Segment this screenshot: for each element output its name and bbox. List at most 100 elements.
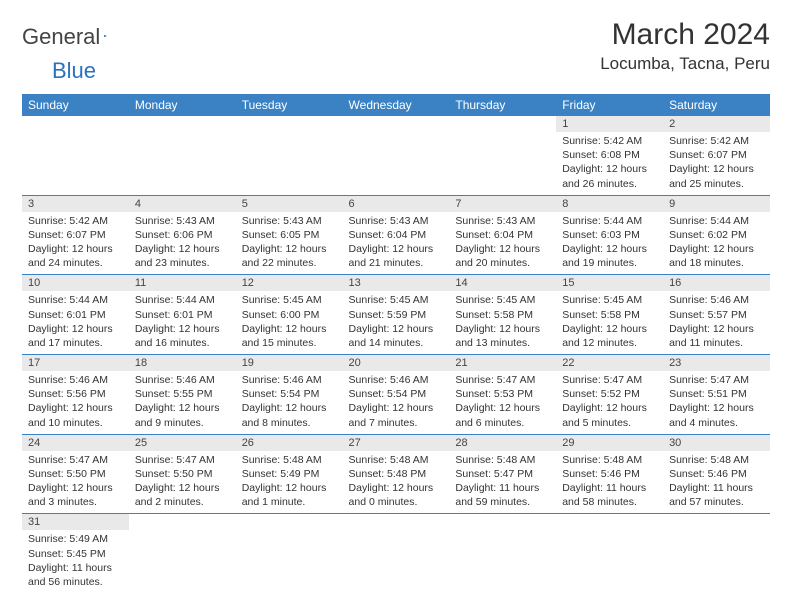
sunset-text: Sunset: 5:58 PM [455,308,550,322]
sunrise-text: Sunrise: 5:47 AM [455,373,550,387]
sunrise-text: Sunrise: 5:46 AM [242,373,337,387]
daylight-text-1: Daylight: 11 hours [562,481,657,495]
calendar-day-cell: 14Sunrise: 5:45 AMSunset: 5:58 PMDayligh… [449,275,556,355]
calendar-day-cell [449,514,556,593]
sunset-text: Sunset: 5:57 PM [669,308,764,322]
sunrise-text: Sunrise: 5:44 AM [669,214,764,228]
sunset-text: Sunset: 5:51 PM [669,387,764,401]
daylight-text-2: and 8 minutes. [242,416,337,430]
calendar-day-cell: 9Sunrise: 5:44 AMSunset: 6:02 PMDaylight… [663,195,770,275]
daylight-text-1: Daylight: 12 hours [669,322,764,336]
day-details: Sunrise: 5:45 AMSunset: 5:58 PMDaylight:… [449,291,556,354]
daylight-text-1: Daylight: 12 hours [562,401,657,415]
daylight-text-1: Daylight: 12 hours [349,481,444,495]
day-number: 11 [129,275,236,291]
day-number: 19 [236,355,343,371]
sunrise-text: Sunrise: 5:43 AM [455,214,550,228]
daylight-text-1: Daylight: 11 hours [455,481,550,495]
daylight-text-1: Daylight: 12 hours [669,162,764,176]
day-details: Sunrise: 5:49 AMSunset: 5:45 PMDaylight:… [22,530,129,593]
flag-icon [104,28,108,44]
daylight-text-2: and 4 minutes. [669,416,764,430]
sunrise-text: Sunrise: 5:48 AM [455,453,550,467]
sunrise-text: Sunrise: 5:46 AM [349,373,444,387]
day-details: Sunrise: 5:44 AMSunset: 6:01 PMDaylight:… [129,291,236,354]
sunset-text: Sunset: 6:07 PM [28,228,123,242]
calendar-day-cell: 29Sunrise: 5:48 AMSunset: 5:46 PMDayligh… [556,434,663,514]
day-details: Sunrise: 5:44 AMSunset: 6:01 PMDaylight:… [22,291,129,354]
sunset-text: Sunset: 6:07 PM [669,148,764,162]
daylight-text-2: and 3 minutes. [28,495,123,509]
sunrise-text: Sunrise: 5:48 AM [562,453,657,467]
calendar-week-row: 31Sunrise: 5:49 AMSunset: 5:45 PMDayligh… [22,514,770,593]
sunset-text: Sunset: 6:03 PM [562,228,657,242]
day-details: Sunrise: 5:43 AMSunset: 6:06 PMDaylight:… [129,212,236,275]
sunrise-text: Sunrise: 5:47 AM [669,373,764,387]
day-number: 22 [556,355,663,371]
daylight-text-1: Daylight: 12 hours [562,322,657,336]
daylight-text-1: Daylight: 12 hours [669,242,764,256]
daylight-text-2: and 10 minutes. [28,416,123,430]
daylight-text-2: and 13 minutes. [455,336,550,350]
daylight-text-1: Daylight: 12 hours [28,322,123,336]
daylight-text-2: and 14 minutes. [349,336,444,350]
day-number: 10 [22,275,129,291]
location: Locumba, Tacna, Peru [600,54,770,74]
day-number: 29 [556,435,663,451]
weekday-header-row: Sunday Monday Tuesday Wednesday Thursday… [22,94,770,116]
sunrise-text: Sunrise: 5:42 AM [562,134,657,148]
daylight-text-1: Daylight: 12 hours [349,242,444,256]
daylight-text-1: Daylight: 12 hours [135,242,230,256]
calendar-day-cell: 15Sunrise: 5:45 AMSunset: 5:58 PMDayligh… [556,275,663,355]
daylight-text-1: Daylight: 12 hours [349,322,444,336]
sunset-text: Sunset: 5:59 PM [349,308,444,322]
sunrise-text: Sunrise: 5:47 AM [135,453,230,467]
weekday-header: Friday [556,94,663,116]
calendar-week-row: 1Sunrise: 5:42 AMSunset: 6:08 PMDaylight… [22,116,770,195]
calendar-day-cell: 27Sunrise: 5:48 AMSunset: 5:48 PMDayligh… [343,434,450,514]
daylight-text-2: and 59 minutes. [455,495,550,509]
sunset-text: Sunset: 6:02 PM [669,228,764,242]
day-details: Sunrise: 5:46 AMSunset: 5:54 PMDaylight:… [236,371,343,434]
calendar-day-cell: 20Sunrise: 5:46 AMSunset: 5:54 PMDayligh… [343,355,450,435]
sunset-text: Sunset: 5:55 PM [135,387,230,401]
sunset-text: Sunset: 5:54 PM [349,387,444,401]
day-number: 7 [449,196,556,212]
day-number: 18 [129,355,236,371]
day-details: Sunrise: 5:48 AMSunset: 5:46 PMDaylight:… [556,451,663,514]
calendar-day-cell: 5Sunrise: 5:43 AMSunset: 6:05 PMDaylight… [236,195,343,275]
logo-text-2: Blue [52,58,96,83]
day-number: 4 [129,196,236,212]
sunrise-text: Sunrise: 5:42 AM [669,134,764,148]
calendar-day-cell: 25Sunrise: 5:47 AMSunset: 5:50 PMDayligh… [129,434,236,514]
day-details: Sunrise: 5:47 AMSunset: 5:52 PMDaylight:… [556,371,663,434]
day-details: Sunrise: 5:47 AMSunset: 5:50 PMDaylight:… [129,451,236,514]
sunset-text: Sunset: 6:01 PM [28,308,123,322]
daylight-text-2: and 22 minutes. [242,256,337,270]
daylight-text-1: Daylight: 12 hours [562,242,657,256]
daylight-text-2: and 6 minutes. [455,416,550,430]
daylight-text-1: Daylight: 12 hours [28,242,123,256]
calendar-day-cell: 16Sunrise: 5:46 AMSunset: 5:57 PMDayligh… [663,275,770,355]
calendar-day-cell [343,514,450,593]
calendar-day-cell [129,116,236,195]
calendar-day-cell [22,116,129,195]
sunrise-text: Sunrise: 5:45 AM [349,293,444,307]
sunset-text: Sunset: 5:50 PM [135,467,230,481]
sunset-text: Sunset: 5:53 PM [455,387,550,401]
day-number: 27 [343,435,450,451]
day-number: 6 [343,196,450,212]
calendar-day-cell: 23Sunrise: 5:47 AMSunset: 5:51 PMDayligh… [663,355,770,435]
calendar-day-cell: 22Sunrise: 5:47 AMSunset: 5:52 PMDayligh… [556,355,663,435]
day-details: Sunrise: 5:48 AMSunset: 5:47 PMDaylight:… [449,451,556,514]
daylight-text-1: Daylight: 12 hours [455,401,550,415]
daylight-text-2: and 1 minute. [242,495,337,509]
daylight-text-2: and 19 minutes. [562,256,657,270]
day-details: Sunrise: 5:45 AMSunset: 5:58 PMDaylight:… [556,291,663,354]
sunset-text: Sunset: 5:56 PM [28,387,123,401]
day-details: Sunrise: 5:48 AMSunset: 5:48 PMDaylight:… [343,451,450,514]
calendar-day-cell [556,514,663,593]
weekday-header: Saturday [663,94,770,116]
day-number: 13 [343,275,450,291]
weekday-header: Sunday [22,94,129,116]
